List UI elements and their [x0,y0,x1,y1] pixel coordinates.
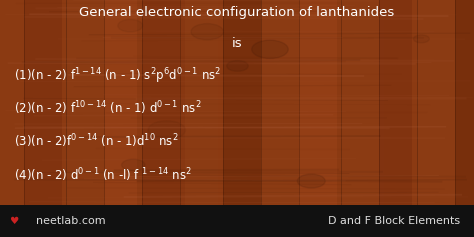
Text: (4)(n - 2) d$^{0-1}$ (n -l) f $^{1-14}$ ns$^2$: (4)(n - 2) d$^{0-1}$ (n -l) f $^{1-14}$ … [14,166,192,183]
Text: (1)(n - 2) f$^{1-14}$ (n - 1) s$^2$p$^6$d$^{0-1}$ ns$^2$: (1)(n - 2) f$^{1-14}$ (n - 1) s$^2$p$^6$… [14,66,221,86]
Circle shape [148,121,185,139]
Circle shape [297,174,325,188]
Bar [261,0,303,237]
Circle shape [227,60,248,71]
Text: (2)(n - 2) f$^{10-14}$ (n - 1) d$^{0-1}$ ns$^2$: (2)(n - 2) f$^{10-14}$ (n - 1) d$^{0-1}$… [14,100,201,117]
Bar [299,0,337,237]
Bar [0,205,474,237]
Bar [417,0,460,237]
Circle shape [122,159,145,171]
Bar [66,0,109,237]
Text: General electronic configuration of lanthanides: General electronic configuration of lant… [79,6,395,19]
Text: D and F Block Elements: D and F Block Elements [328,216,460,226]
Bar [104,0,137,237]
Circle shape [252,40,288,59]
Circle shape [413,35,429,43]
Text: neetlab.com: neetlab.com [36,216,105,226]
Bar [180,0,218,237]
Bar [341,0,384,237]
Text: is: is [232,37,242,50]
Text: ♥: ♥ [9,216,19,226]
Bar [24,0,62,237]
Bar [223,0,261,237]
Circle shape [191,24,223,40]
Bar [142,0,185,237]
Text: (3)(n - 2)f$^{0-14}$ (n - 1)d$^{10}$ ns$^2$: (3)(n - 2)f$^{0-14}$ (n - 1)d$^{10}$ ns$… [14,133,179,150]
Bar [455,0,474,237]
Bar [379,0,412,237]
Circle shape [118,19,143,32]
